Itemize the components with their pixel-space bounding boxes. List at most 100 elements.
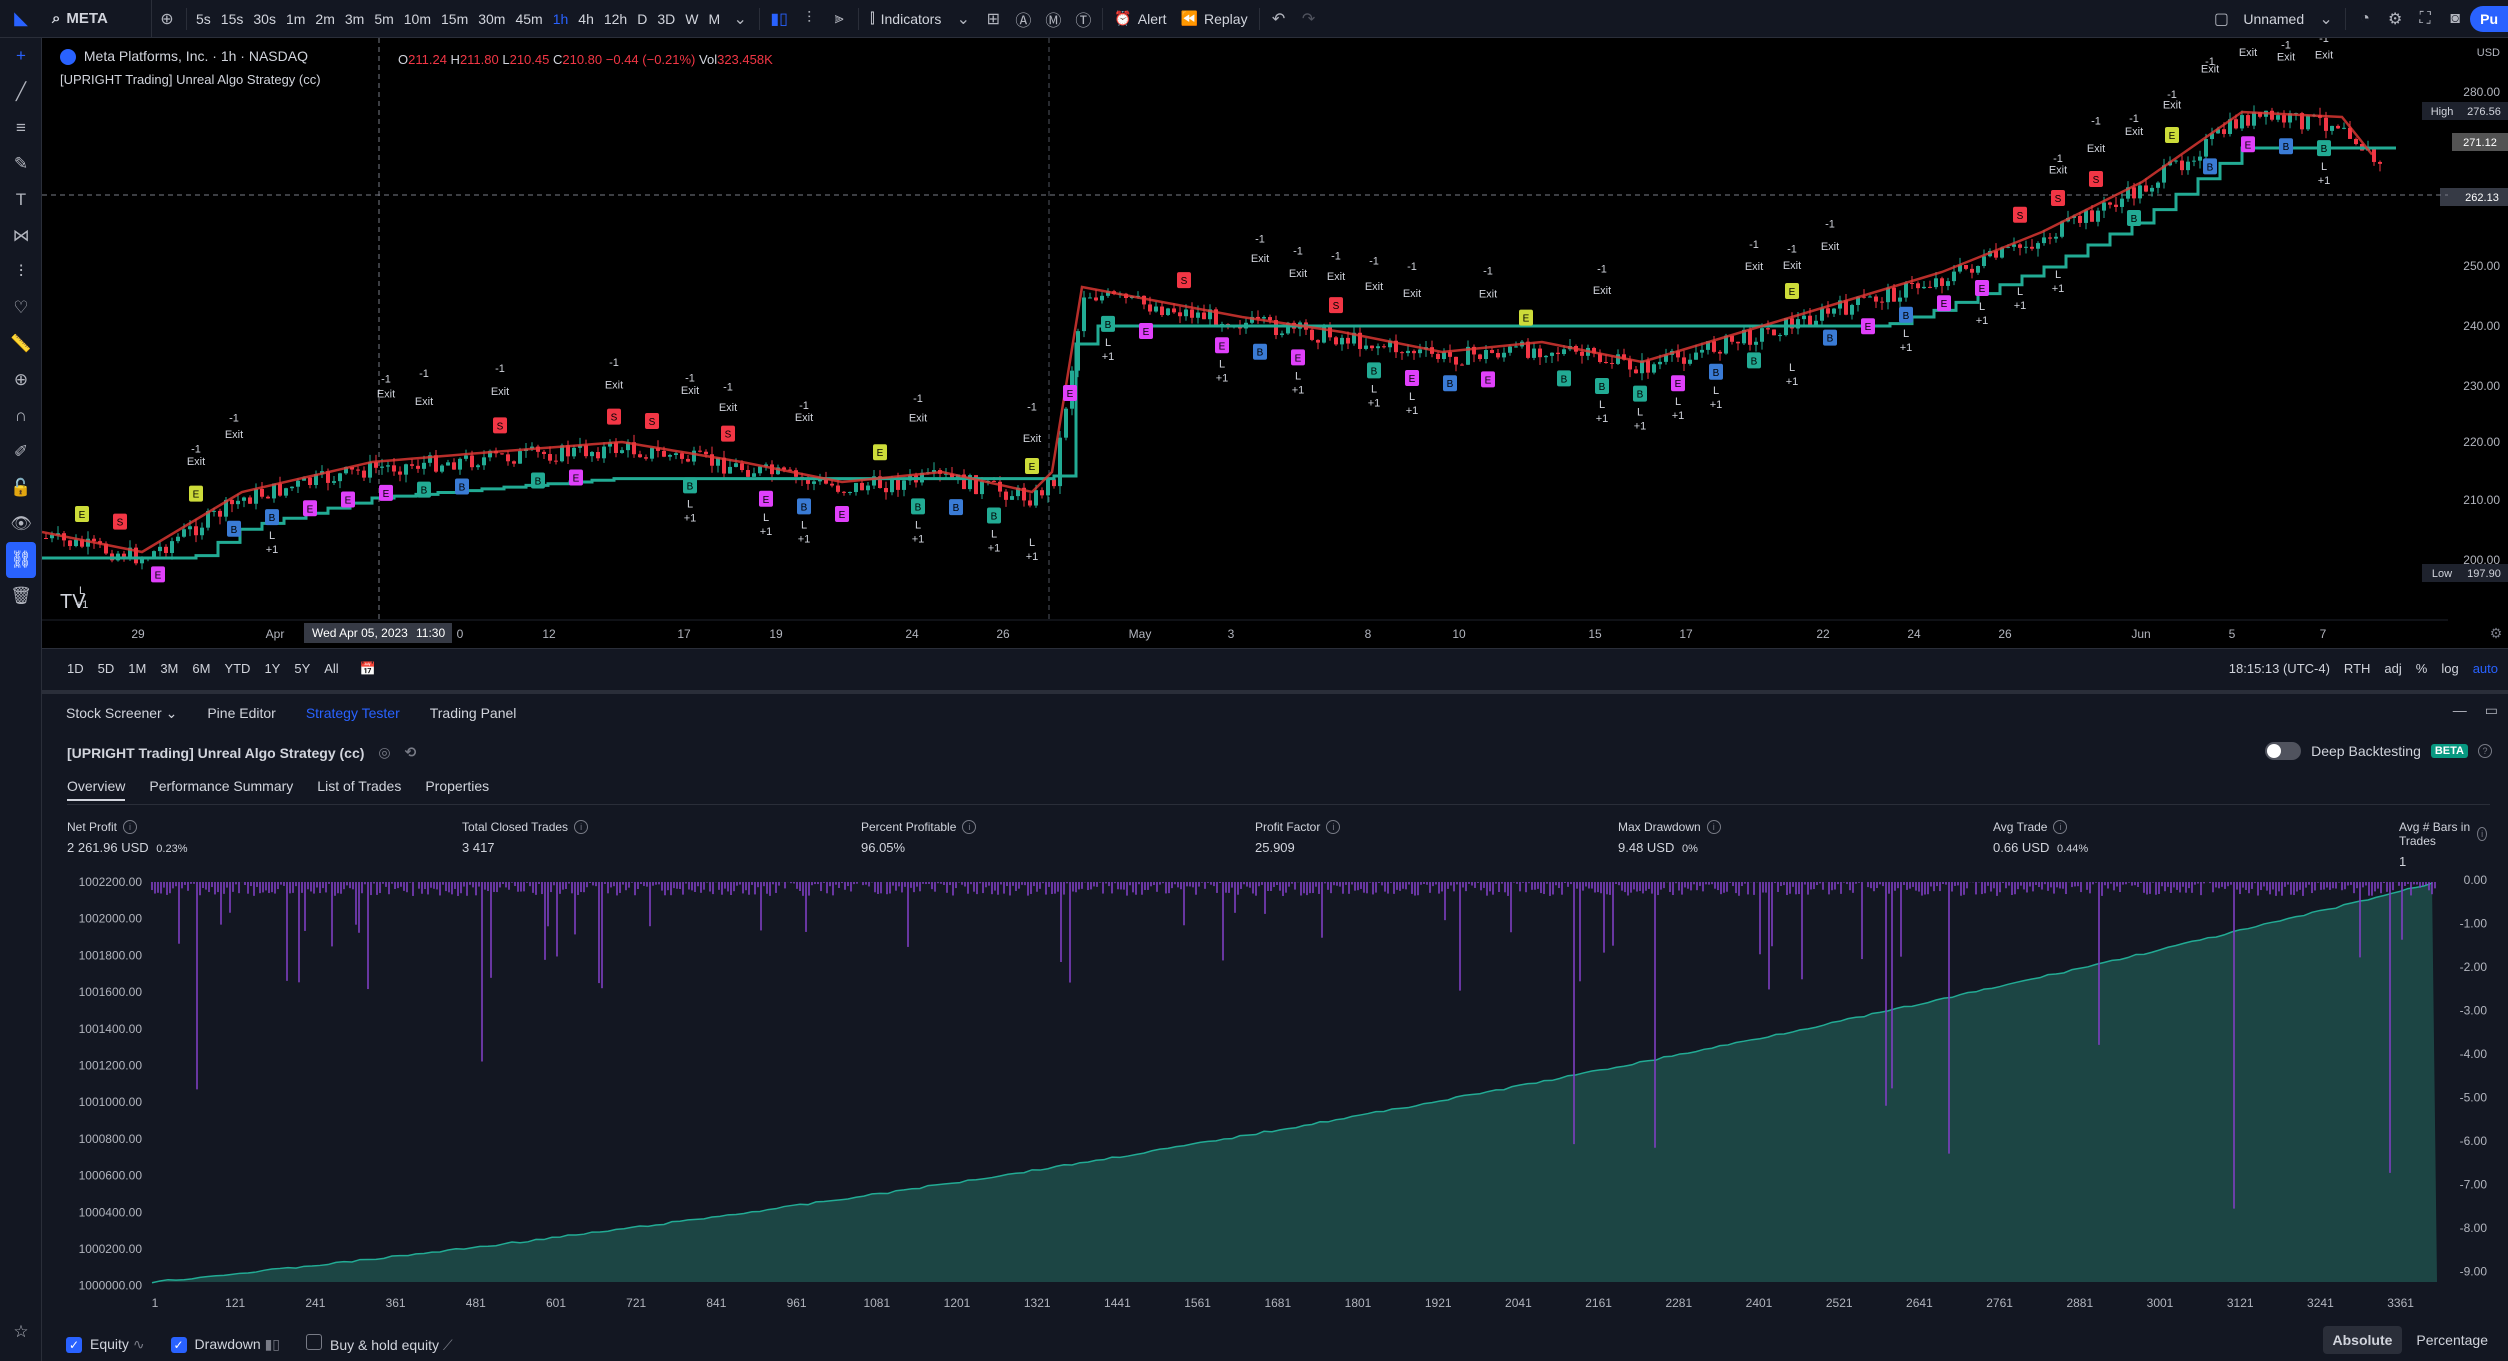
interval-2m[interactable]: 2m [315, 10, 335, 27]
range-5d[interactable]: 5D [97, 661, 115, 676]
log-toggle[interactable]: log [2441, 661, 2459, 676]
layout-icon[interactable]: ▢ [2213, 11, 2229, 28]
zoom-icon[interactable]: ⊕ [13, 370, 29, 389]
heart-icon[interactable]: ♡ [13, 298, 29, 317]
brush-icon[interactable]: ✎ [13, 154, 29, 173]
mode-absolute[interactable]: Absolute [2322, 1326, 2403, 1354]
trade-marker-badge[interactable] [1215, 337, 1229, 354]
trade-marker-badge[interactable] [75, 506, 89, 522]
price-chart[interactable]: 280.00 250.00 240.00 230.00 220.00 210.00 200.… [42, 38, 2508, 648]
strategy-legend[interactable]: [UPRIGHT Trading] Unreal Algo Strategy (… [60, 72, 321, 87]
trade-marker-badge[interactable] [2089, 171, 2103, 187]
refresh-icon[interactable]: ⟲ [404, 744, 417, 760]
trade-marker-badge[interactable] [1785, 283, 1799, 299]
range-1d[interactable]: 1D [67, 661, 84, 676]
subtab-performance-summary[interactable]: Performance Summary [149, 778, 294, 794]
trade-marker-badge[interactable] [2127, 210, 2141, 226]
trade-marker-badge[interactable] [2317, 140, 2331, 157]
interval-1h[interactable]: 1h [552, 10, 569, 27]
trade-marker-badge[interactable] [1861, 318, 1875, 335]
interval-5s[interactable]: 5s [196, 10, 211, 27]
tab-pine-editor[interactable]: Pine Editor [207, 705, 276, 721]
tradingview-logo-icon[interactable]: ◣ [14, 8, 28, 28]
chevron-down-icon[interactable]: ⌄ [956, 10, 971, 28]
clock-readout[interactable]: 18:15:13 (UTC-4) [2228, 661, 2330, 676]
info-icon[interactable]: i [2477, 827, 2487, 841]
eye-icon[interactable]: 👁 [10, 514, 32, 533]
interval-3D[interactable]: 3D [657, 10, 676, 27]
info-icon[interactable]: i [1706, 820, 1721, 834]
interval-D[interactable]: D [637, 10, 648, 27]
settings-icon[interactable]: ◎ [378, 744, 391, 760]
range-ytd[interactable]: YTD [224, 661, 251, 676]
interval-30s[interactable]: 30s [253, 10, 276, 27]
calendar-icon[interactable]: 📅 [359, 660, 376, 676]
lock-drawing-icon[interactable]: ✐ [13, 442, 29, 461]
trade-marker-badge[interactable] [873, 444, 887, 461]
gear-icon[interactable]: ⚙ [2387, 11, 2403, 28]
maximize-icon[interactable]: ▭ [2484, 702, 2498, 718]
trade-marker-badge[interactable] [379, 484, 393, 501]
drawdown-checkbox[interactable]: ✓ Drawdown ▮▯ [170, 1336, 280, 1353]
chevron-down-icon[interactable]: ⌄ [2319, 11, 2333, 28]
crosshair-icon[interactable]: + [16, 46, 26, 65]
range-6m[interactable]: 6M [192, 661, 211, 676]
trade-marker-badge[interactable] [645, 413, 659, 429]
ruler-icon[interactable]: 📏 [10, 334, 32, 353]
interval-15s[interactable]: 15s [220, 10, 244, 27]
trade-marker-badge[interactable] [189, 485, 203, 502]
compare-add-icon[interactable]: ⊕ [160, 10, 174, 28]
fib-icon[interactable]: ≡ [16, 118, 26, 137]
trend-line-icon[interactable]: ╱ [15, 82, 27, 101]
trade-marker-badge[interactable] [265, 509, 279, 526]
price-chart-canvas[interactable]: 280.00 250.00 240.00 230.00 220.00 210.00 200.… [42, 38, 2508, 648]
trade-marker-badge[interactable] [987, 507, 1001, 524]
trade-marker-badge[interactable] [835, 506, 849, 522]
text-icon[interactable]: T [15, 190, 27, 209]
range-1m[interactable]: 1M [128, 661, 147, 676]
equity-checkbox[interactable]: ✓ Equity ∿ [66, 1336, 145, 1353]
trade-marker-badge[interactable] [113, 513, 127, 530]
info-icon[interactable]: i [962, 820, 977, 834]
trade-marker-badge[interactable] [1139, 323, 1153, 339]
interval-1m[interactable]: 1m [285, 10, 306, 27]
quick-search-icon[interactable]: ◔ [2360, 10, 2370, 27]
bar-style-icon[interactable]: ⫶ [807, 9, 812, 27]
prediction-icon[interactable]: ⫶ [18, 262, 24, 281]
interval-45m[interactable]: 45m [515, 10, 543, 27]
interval-15m[interactable]: 15m [441, 10, 469, 27]
trade-marker-badge[interactable] [911, 498, 925, 515]
alert-a-icon[interactable]: Ⓐ [1015, 12, 1032, 30]
trade-marker-badge[interactable] [455, 478, 469, 495]
trade-marker-badge[interactable] [2241, 136, 2255, 153]
trade-marker-badge[interactable] [1747, 352, 1761, 369]
range-1y[interactable]: 1Y [264, 661, 281, 676]
alert-t-icon[interactable]: Ⓣ [1075, 12, 1092, 30]
replay-button[interactable]: ⏪ Replay [1174, 0, 1255, 38]
trade-marker-badge[interactable] [797, 498, 811, 515]
trade-marker-badge[interactable] [227, 520, 241, 537]
tab-strategy-tester[interactable]: Strategy Tester [305, 705, 400, 721]
redo-icon[interactable]: ↷ [1301, 10, 1316, 28]
trade-marker-badge[interactable] [1709, 363, 1723, 380]
magnet-icon[interactable]: ∩ [14, 406, 28, 425]
trade-marker-badge[interactable] [1975, 280, 1989, 296]
trade-marker-badge[interactable] [1557, 370, 1571, 387]
adj-toggle[interactable]: adj [2384, 661, 2402, 676]
star-icon[interactable]: ☆ [13, 1322, 29, 1341]
equity-chart[interactable]: 1002200.00 1002000.00 1001800.00 1001600.00… [42, 862, 2508, 1322]
buyhold-checkbox[interactable]: Buy & hold equity ⟋ [306, 1334, 453, 1354]
info-icon[interactable]: i [1326, 820, 1341, 834]
subtab-properties[interactable]: Properties [425, 778, 490, 794]
trade-marker-badge[interactable] [1063, 385, 1077, 401]
subtab-overview[interactable]: Overview [67, 778, 126, 801]
fullscreen-icon[interactable]: ⛶ [2419, 10, 2431, 27]
help-icon[interactable]: ? [2478, 744, 2492, 758]
trade-marker-badge[interactable] [1177, 272, 1191, 289]
interval-5m[interactable]: 5m [374, 10, 394, 27]
trade-marker-badge[interactable] [1025, 458, 1039, 474]
trade-marker-badge[interactable] [721, 425, 735, 442]
trade-marker-badge[interactable] [683, 477, 697, 494]
interval-12h[interactable]: 12h [603, 10, 628, 27]
trade-marker-badge[interactable] [1253, 343, 1267, 360]
